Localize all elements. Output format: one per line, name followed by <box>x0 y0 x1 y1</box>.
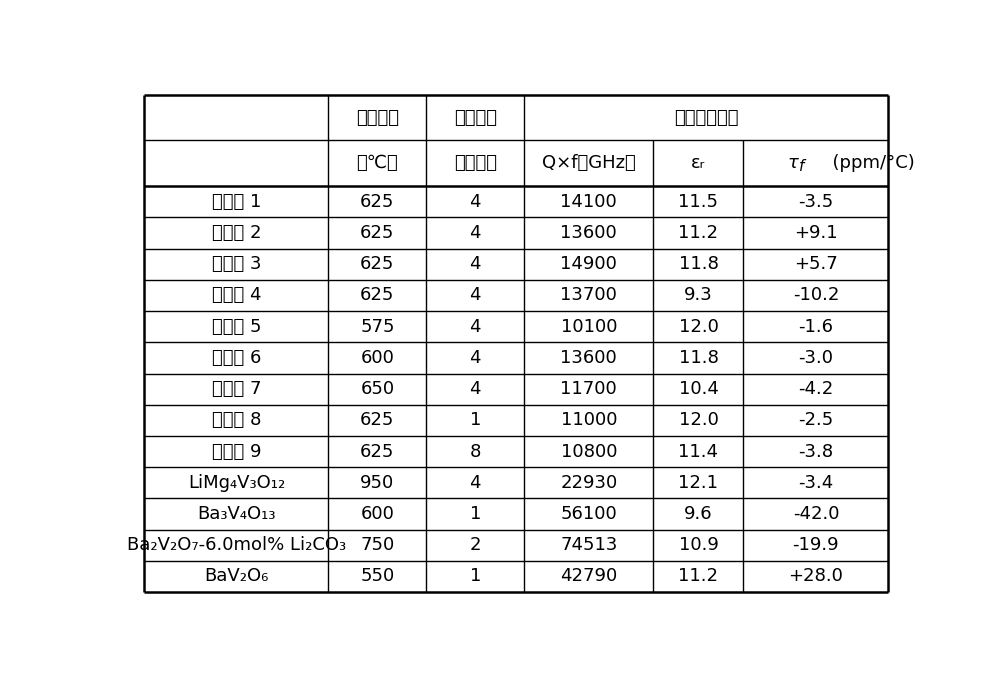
Text: 8: 8 <box>470 443 481 460</box>
Text: 11.2: 11.2 <box>678 568 718 585</box>
Text: εᵣ: εᵣ <box>691 154 706 172</box>
Text: 4: 4 <box>470 380 481 398</box>
Text: 11700: 11700 <box>560 380 617 398</box>
Text: 600: 600 <box>360 505 394 523</box>
Text: -19.9: -19.9 <box>793 537 839 554</box>
Text: -3.8: -3.8 <box>798 443 833 460</box>
Text: 实施例 8: 实施例 8 <box>212 411 261 429</box>
Text: 625: 625 <box>360 193 395 211</box>
Text: 4: 4 <box>470 474 481 492</box>
Text: 11.2: 11.2 <box>678 224 718 242</box>
Text: -42.0: -42.0 <box>793 505 839 523</box>
Text: 9.3: 9.3 <box>684 286 713 305</box>
Text: Ba₃V₄O₁₃: Ba₃V₄O₁₃ <box>197 505 276 523</box>
Text: 1: 1 <box>470 411 481 429</box>
Text: 625: 625 <box>360 411 395 429</box>
Text: 625: 625 <box>360 286 395 305</box>
Text: 1: 1 <box>470 568 481 585</box>
Text: 42790: 42790 <box>560 568 617 585</box>
Text: 11000: 11000 <box>561 411 617 429</box>
Text: 950: 950 <box>360 474 394 492</box>
Text: 11.8: 11.8 <box>679 349 718 367</box>
Text: LiMg₄V₃O₁₂: LiMg₄V₃O₁₂ <box>188 474 285 492</box>
Text: 22930: 22930 <box>560 474 617 492</box>
Text: 10.9: 10.9 <box>679 537 718 554</box>
Text: 10800: 10800 <box>561 443 617 460</box>
Text: f: f <box>799 159 804 174</box>
Text: BaV₂O₆: BaV₂O₆ <box>204 568 269 585</box>
Text: 4: 4 <box>470 318 481 336</box>
Text: 14900: 14900 <box>560 255 617 273</box>
Text: 650: 650 <box>360 380 394 398</box>
Text: 2: 2 <box>470 537 481 554</box>
Text: 625: 625 <box>360 255 395 273</box>
Text: 4: 4 <box>470 193 481 211</box>
Text: 13600: 13600 <box>560 224 617 242</box>
Text: 56100: 56100 <box>560 505 617 523</box>
Text: -1.6: -1.6 <box>798 318 833 336</box>
Text: 12.0: 12.0 <box>679 318 718 336</box>
Text: 625: 625 <box>360 224 395 242</box>
Text: -2.5: -2.5 <box>798 411 834 429</box>
Text: 550: 550 <box>360 568 394 585</box>
Text: 10.4: 10.4 <box>679 380 718 398</box>
Text: 11.8: 11.8 <box>679 255 718 273</box>
Text: -10.2: -10.2 <box>793 286 839 305</box>
Text: 575: 575 <box>360 318 395 336</box>
Text: -3.4: -3.4 <box>798 474 834 492</box>
Text: 微波介电性能: 微波介电性能 <box>674 109 739 126</box>
Text: 9.6: 9.6 <box>684 505 713 523</box>
Text: -3.5: -3.5 <box>798 193 834 211</box>
Text: 13600: 13600 <box>560 349 617 367</box>
Text: 12.1: 12.1 <box>678 474 718 492</box>
Text: 实施例 2: 实施例 2 <box>212 224 261 242</box>
Text: 625: 625 <box>360 443 395 460</box>
Text: -4.2: -4.2 <box>798 380 834 398</box>
Text: （℃）: （℃） <box>356 154 398 172</box>
Text: 实施例 5: 实施例 5 <box>212 318 261 336</box>
Text: 13700: 13700 <box>560 286 617 305</box>
Text: τ: τ <box>788 154 799 172</box>
Text: Q×f（GHz）: Q×f（GHz） <box>542 154 636 172</box>
Text: +9.1: +9.1 <box>794 224 838 242</box>
Text: 烧结温度: 烧结温度 <box>356 109 399 126</box>
Text: 12.0: 12.0 <box>679 411 718 429</box>
Text: 实施例 4: 实施例 4 <box>212 286 261 305</box>
Text: -3.0: -3.0 <box>798 349 833 367</box>
Text: (ppm/°C): (ppm/°C) <box>821 154 915 172</box>
Text: 750: 750 <box>360 537 394 554</box>
Text: 4: 4 <box>470 255 481 273</box>
Text: 4: 4 <box>470 224 481 242</box>
Text: Ba₂V₂O₇-6.0mol% Li₂CO₃: Ba₂V₂O₇-6.0mol% Li₂CO₃ <box>127 537 346 554</box>
Text: 600: 600 <box>360 349 394 367</box>
Text: 1: 1 <box>470 505 481 523</box>
Text: +5.7: +5.7 <box>794 255 838 273</box>
Text: 实施例 3: 实施例 3 <box>212 255 261 273</box>
Text: +28.0: +28.0 <box>788 568 843 585</box>
Text: 烧结时间: 烧结时间 <box>454 109 497 126</box>
Text: 4: 4 <box>470 286 481 305</box>
Text: 实施例 1: 实施例 1 <box>212 193 261 211</box>
Text: 实施例 9: 实施例 9 <box>212 443 261 460</box>
Text: 实施例 7: 实施例 7 <box>212 380 261 398</box>
Text: 11.5: 11.5 <box>678 193 718 211</box>
Text: 74513: 74513 <box>560 537 618 554</box>
Text: 4: 4 <box>470 349 481 367</box>
Text: （小时）: （小时） <box>454 154 497 172</box>
Text: 14100: 14100 <box>560 193 617 211</box>
Text: 实施例 6: 实施例 6 <box>212 349 261 367</box>
Text: 10100: 10100 <box>561 318 617 336</box>
Text: 11.4: 11.4 <box>678 443 718 460</box>
